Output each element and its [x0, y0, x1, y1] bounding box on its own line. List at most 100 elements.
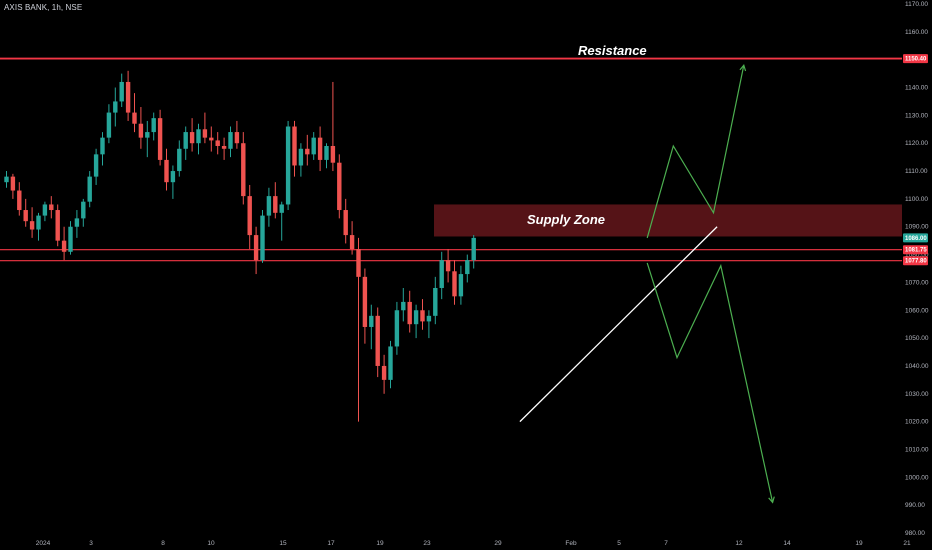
- candle-body: [61, 240, 67, 252]
- candle: [433, 276, 438, 325]
- symbol-title: AXIS BANK, 1h, NSE: [4, 3, 83, 12]
- price-tick-label: 1130.00: [905, 112, 928, 119]
- candle-body: [298, 148, 304, 166]
- candle: [458, 265, 464, 305]
- price-tick-label: 1040.00: [905, 363, 929, 370]
- candle-body: [260, 215, 265, 261]
- last-price-tag: [903, 233, 928, 243]
- candle-body: [81, 201, 86, 219]
- candle: [413, 304, 419, 339]
- candle: [247, 184, 252, 250]
- candle: [125, 70, 131, 121]
- candle-body: [324, 145, 329, 160]
- candle: [349, 221, 355, 255]
- candle: [266, 187, 272, 227]
- candle: [452, 260, 457, 305]
- candle: [113, 87, 118, 127]
- candle-body: [164, 159, 169, 183]
- time-tick-label: 29: [494, 540, 502, 547]
- time-tick-label: 12: [735, 540, 743, 547]
- resistance-label: Resistance: [578, 43, 647, 58]
- candle-body: [343, 210, 348, 236]
- candle-body: [279, 204, 284, 213]
- candle: [221, 137, 227, 160]
- candle-body: [426, 315, 432, 322]
- price-tick-label: 1060.00: [905, 307, 929, 314]
- candle: [49, 196, 54, 219]
- candle-body: [349, 235, 355, 250]
- candle-body: [394, 310, 400, 347]
- candle: [401, 287, 406, 322]
- candle-body: [413, 310, 419, 325]
- time-tick-label: 5: [617, 540, 621, 547]
- level-price-tag-text: 1150.40: [905, 57, 927, 63]
- candle: [132, 93, 137, 133]
- price-tick-label: 990.00: [905, 502, 925, 509]
- candle-body: [145, 132, 150, 138]
- candle: [215, 132, 220, 155]
- candle: [10, 173, 16, 199]
- bullish-projection-path: [646, 65, 745, 239]
- price-tick-label: 1030.00: [905, 391, 929, 398]
- candle-body: [388, 346, 393, 380]
- candle: [407, 290, 412, 333]
- candle-body: [10, 176, 16, 191]
- candle: [29, 207, 35, 238]
- candle: [305, 134, 310, 166]
- candle-body: [439, 260, 444, 288]
- time-tick-label: 3: [89, 540, 93, 547]
- level-price-tag: [903, 54, 928, 64]
- price-tick-label: 1110.00: [905, 168, 928, 175]
- candle: [317, 126, 323, 172]
- candle: [343, 198, 348, 244]
- candle: [381, 354, 387, 394]
- level-lines-layer: [0, 57, 902, 262]
- candle-body: [29, 221, 35, 230]
- last-price-tag-text: 1086.00: [905, 236, 927, 242]
- candle-body: [241, 143, 246, 197]
- price-axis[interactable]: 1170.001160.001150.001140.001130.001120.…: [903, 1, 929, 537]
- candle-body: [23, 210, 28, 222]
- candle-body: [375, 315, 380, 366]
- candle: [17, 182, 22, 216]
- time-tick-label: Feb: [565, 540, 577, 547]
- time-tick-label: 7: [664, 540, 668, 547]
- candle: [356, 237, 361, 422]
- price-tick-label: 1080.00: [905, 252, 929, 259]
- candle: [388, 340, 393, 389]
- time-tick-label: 8: [161, 540, 165, 547]
- candle: [311, 132, 316, 160]
- price-tick-label: 1160.00: [905, 29, 928, 36]
- candle-body: [36, 215, 41, 230]
- candle-body: [330, 145, 336, 163]
- candle-body: [55, 210, 60, 241]
- candle: [330, 81, 336, 172]
- time-tick-label: 19: [855, 540, 863, 547]
- price-tick-label: 1020.00: [905, 419, 929, 426]
- candle: [471, 235, 476, 269]
- candle-body: [100, 137, 105, 155]
- candle: [298, 143, 304, 177]
- candle-body: [420, 310, 425, 322]
- candle: [164, 148, 169, 191]
- price-tick-label: 1000.00: [905, 474, 929, 481]
- candle-body: [433, 287, 438, 316]
- candle-body: [151, 118, 156, 133]
- price-tick-label: 1050.00: [905, 335, 929, 342]
- candle: [196, 123, 201, 155]
- candle-body: [4, 176, 9, 183]
- candle: [369, 304, 374, 350]
- candle: [151, 112, 156, 141]
- candle: [42, 201, 48, 222]
- time-axis[interactable]: 2024 3 8 10 15 17 19 23 29 Feb 5 7 12 14 19 21: [36, 540, 911, 547]
- candle: [61, 226, 67, 261]
- candle-body: [119, 81, 124, 102]
- candle-body: [285, 126, 291, 205]
- candle: [337, 154, 342, 219]
- candle: [183, 126, 188, 160]
- candle-body: [471, 237, 476, 261]
- candle-body: [209, 137, 214, 141]
- candle: [68, 221, 73, 255]
